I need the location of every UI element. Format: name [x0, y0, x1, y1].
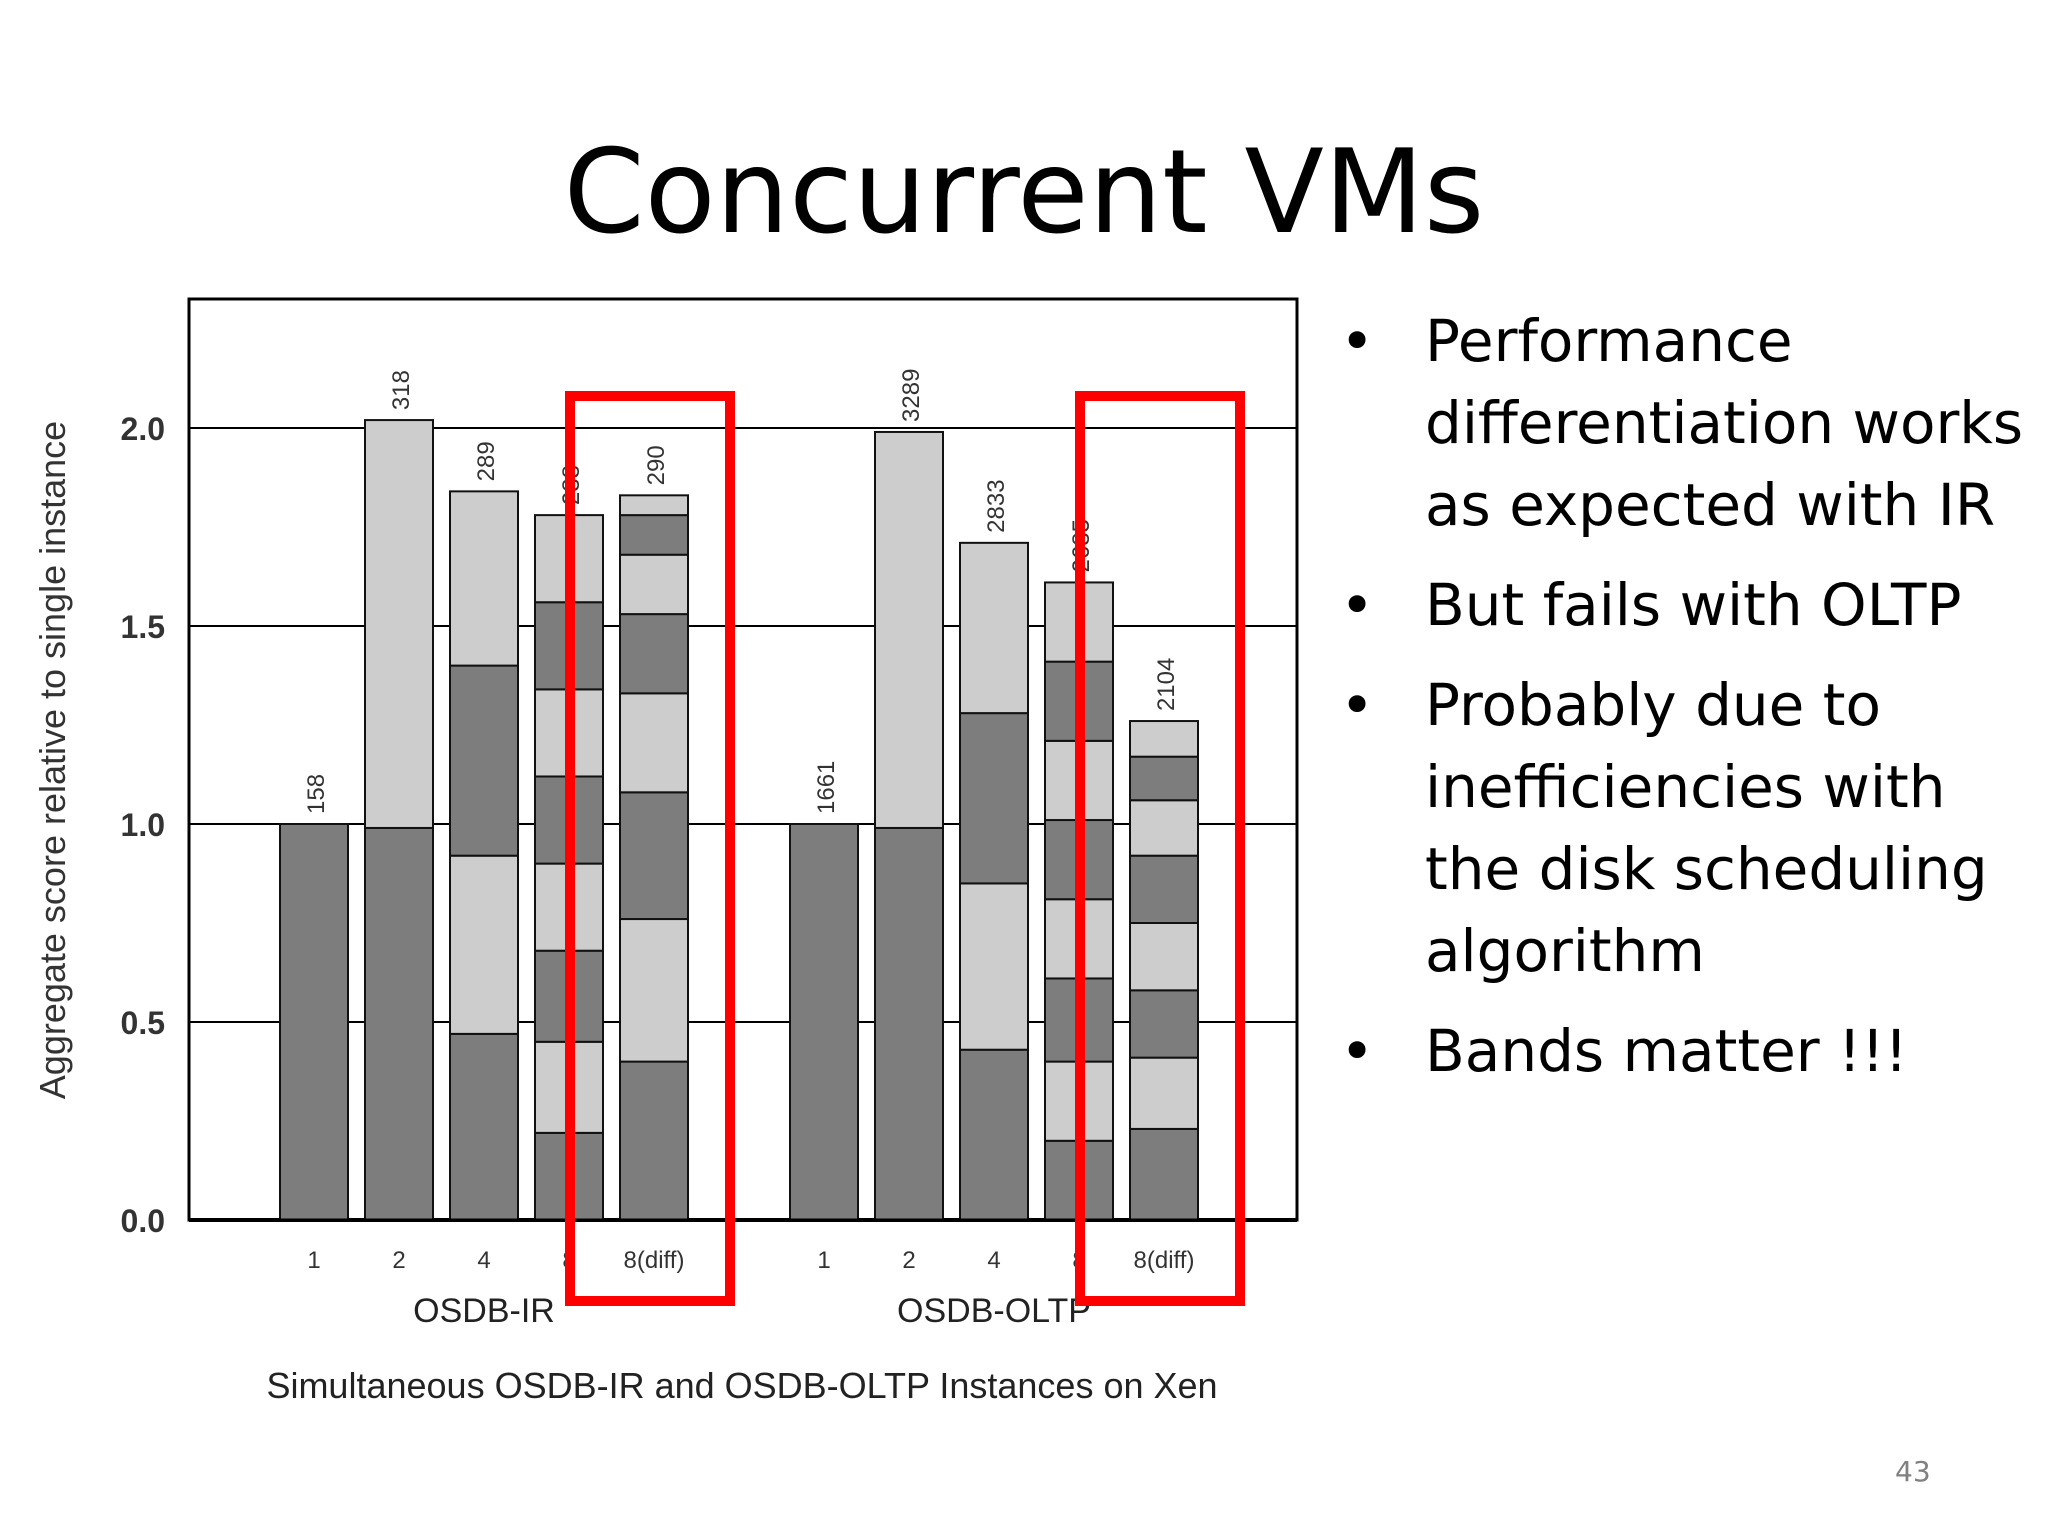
bar-value-label: 2104 — [1153, 658, 1180, 711]
x-tick-label: 8(diff) — [624, 1247, 685, 1274]
bar-segment — [619, 514, 689, 556]
y-tick-label: 1.5 — [121, 609, 165, 645]
bar-value-label: 318 — [388, 370, 415, 410]
bar-value-label: 158 — [303, 774, 330, 814]
bullet-item: • Probably due to inefficiencies with the… — [1340, 664, 2040, 992]
bar-segment — [449, 1032, 519, 1221]
x-tick-label: 8(diff) — [1134, 1247, 1195, 1274]
y-axis-label: Aggregate score relative to single insta… — [32, 421, 73, 1099]
bar-segment — [874, 430, 944, 829]
bar-segment — [619, 553, 689, 616]
x-tick-label: 1 — [307, 1247, 320, 1274]
x-tick-label: 2 — [392, 1247, 405, 1274]
y-tick-label: 0.5 — [121, 1005, 165, 1041]
bullet-item: • Performance differentiation works as ex… — [1340, 300, 2040, 546]
bar-segment — [1129, 755, 1199, 802]
bar-segment — [1129, 989, 1199, 1059]
slide-title: Concurrent VMs — [563, 125, 1485, 260]
highlight-box — [1075, 391, 1245, 1306]
bar-value-label: 1661 — [813, 761, 840, 814]
bar-segment — [619, 918, 689, 1063]
bar-segment — [449, 490, 519, 667]
bullet-list: • Performance differentiation works as ex… — [1340, 300, 2040, 1110]
y-tick-label: 1.0 — [121, 807, 165, 843]
y-tick-label: 0.0 — [121, 1203, 165, 1239]
bar-segment — [449, 664, 519, 857]
bar-value-label: 290 — [643, 445, 670, 485]
bar-segment — [959, 541, 1029, 715]
group-label: OSDB-OLTP — [897, 1292, 1091, 1330]
bullet-dot-icon: • — [1340, 307, 1375, 375]
x-tick-label: 2 — [902, 1247, 915, 1274]
bar-segment — [1129, 799, 1199, 857]
bar-segment — [1129, 854, 1199, 924]
bar-segment — [449, 854, 519, 1035]
bar-segment — [364, 826, 434, 1222]
bar-value-label: 3289 — [898, 369, 925, 422]
bar-segment — [619, 791, 689, 921]
bar-segment — [1129, 1056, 1199, 1130]
y-tick-label: 2.0 — [121, 411, 165, 447]
bar-segment — [959, 1048, 1029, 1221]
bar-segment — [619, 494, 689, 517]
bar-value-label: 289 — [473, 441, 500, 481]
bullet-dot-icon: • — [1340, 571, 1375, 639]
bar-segment — [959, 712, 1029, 885]
bar-segment — [619, 692, 689, 794]
bar-segment — [874, 826, 944, 1222]
bar-segment — [1129, 922, 1199, 992]
bar-value-label: 2833 — [983, 479, 1010, 532]
bar-segment — [619, 1060, 689, 1221]
chart: 0.00.51.01.52.015813182289428882908(diff… — [32, 297, 1299, 1406]
bar-segment — [279, 823, 349, 1221]
bar-segment — [619, 613, 689, 695]
x-tick-label: 1 — [817, 1247, 830, 1274]
bar-segment — [959, 882, 1029, 1051]
chart-caption: Simultaneous OSDB-IR and OSDB-OLTP Insta… — [266, 1365, 1217, 1406]
x-tick-label: 4 — [477, 1247, 490, 1274]
bar-segment — [1129, 1127, 1199, 1222]
slide-number: 43 — [1895, 1455, 1931, 1488]
bar-segment — [364, 419, 434, 829]
bar-segment — [789, 823, 859, 1221]
x-tick-label: 4 — [987, 1247, 1000, 1274]
bullet-item: • But fails with OLTP — [1340, 564, 2040, 646]
plot-frame — [187, 297, 1299, 1222]
bullet-item: • Bands matter !!! — [1340, 1010, 2040, 1092]
highlight-box — [565, 391, 735, 1306]
group-label: OSDB-IR — [413, 1292, 555, 1330]
bar-segment — [1129, 720, 1199, 758]
bullet-dot-icon: • — [1340, 1017, 1375, 1085]
bullet-dot-icon: • — [1340, 671, 1375, 739]
